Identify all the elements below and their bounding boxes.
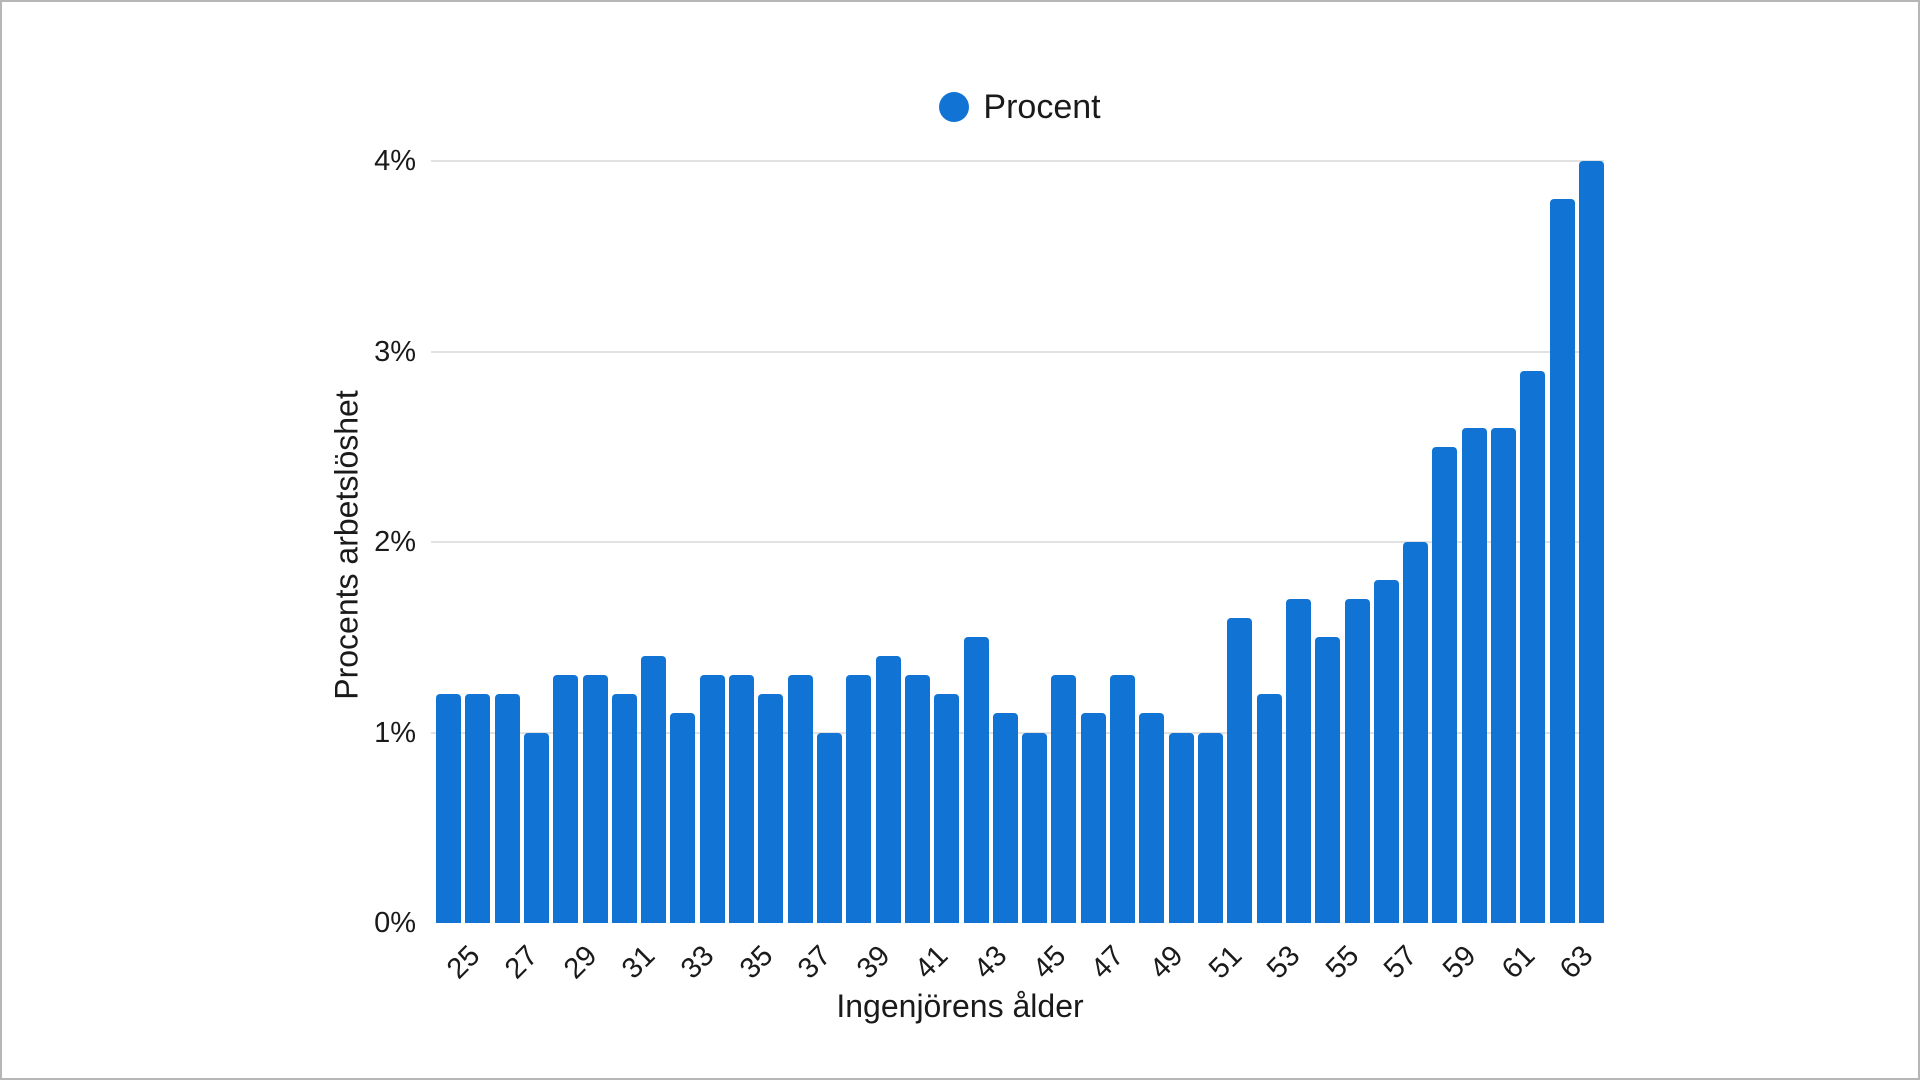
bar-age-46 xyxy=(1051,675,1077,923)
bar-age-38 xyxy=(817,732,842,923)
bar-age-59 xyxy=(1432,446,1458,923)
bar-age-41 xyxy=(904,675,930,923)
bar-age-45 xyxy=(1022,732,1048,923)
bar-age-56 xyxy=(1344,599,1370,923)
bar-age-33 xyxy=(670,713,696,923)
bar-age-31 xyxy=(611,694,637,923)
x-tick-49: 49 xyxy=(1143,939,1190,986)
bar-age-64 xyxy=(1579,161,1604,923)
bar-age-25 xyxy=(436,694,461,923)
bar-age-34 xyxy=(699,675,725,923)
bar-age-37 xyxy=(787,675,813,923)
gridline-3% xyxy=(431,350,1604,353)
bar-age-49 xyxy=(1139,713,1165,923)
bar-age-60 xyxy=(1461,427,1487,923)
gridline-4% xyxy=(431,160,1604,162)
x-tick-47: 47 xyxy=(1085,939,1131,986)
plot-area xyxy=(431,160,1604,923)
bar-age-57 xyxy=(1373,580,1399,923)
x-tick-53: 53 xyxy=(1261,939,1307,986)
bar-age-35 xyxy=(729,675,755,923)
bar-age-61 xyxy=(1491,427,1517,923)
x-tick-63: 63 xyxy=(1554,939,1600,986)
x-tick-55: 55 xyxy=(1319,939,1366,986)
x-tick-51: 51 xyxy=(1202,939,1248,986)
bar-age-55 xyxy=(1315,637,1341,923)
bar-age-53 xyxy=(1256,694,1282,923)
x-tick-41: 41 xyxy=(909,939,955,986)
gridline-2% xyxy=(431,541,1604,543)
bar-age-28 xyxy=(523,732,549,923)
x-tick-43: 43 xyxy=(967,939,1014,986)
x-tick-61: 61 xyxy=(1495,939,1541,986)
bar-age-29 xyxy=(553,675,579,923)
x-axis-title: Ingenjörens ålder xyxy=(836,988,1084,1024)
bar-age-39 xyxy=(846,675,872,923)
bar-age-58 xyxy=(1403,542,1429,923)
bar-age-62 xyxy=(1520,370,1546,923)
bar-age-40 xyxy=(875,656,901,923)
bar-age-47 xyxy=(1080,713,1106,923)
bar-age-52 xyxy=(1227,618,1253,923)
x-tick-45: 45 xyxy=(1026,939,1072,986)
legend-label: Procent xyxy=(983,88,1101,126)
bar-age-54 xyxy=(1285,599,1311,923)
x-tick-25: 25 xyxy=(440,939,486,986)
legend-marker-icon xyxy=(939,92,970,122)
x-tick-33: 33 xyxy=(674,939,721,986)
x-tick-39: 39 xyxy=(850,939,897,986)
bar-age-36 xyxy=(758,694,784,923)
bar-age-50 xyxy=(1168,732,1194,923)
bar-age-26 xyxy=(465,694,491,923)
bar-age-48 xyxy=(1110,675,1136,923)
x-tick-37: 37 xyxy=(792,939,838,986)
bar-age-27 xyxy=(494,694,520,923)
bar-age-44 xyxy=(992,713,1018,923)
y-tick-0%: 0% xyxy=(374,907,416,939)
bar-age-51 xyxy=(1198,732,1223,923)
legend: Procent xyxy=(436,88,1604,126)
bar-age-30 xyxy=(582,675,608,923)
bar-age-42 xyxy=(934,694,960,923)
x-tick-27: 27 xyxy=(499,939,545,986)
y-tick-1%: 1% xyxy=(374,716,416,749)
x-tick-59: 59 xyxy=(1436,939,1483,986)
x-tick-57: 57 xyxy=(1378,939,1424,986)
bar-age-43 xyxy=(963,637,989,923)
y-tick-3%: 3% xyxy=(374,335,416,368)
bar-age-32 xyxy=(641,656,667,923)
bar-age-63 xyxy=(1549,199,1575,923)
y-tick-4%: 4% xyxy=(374,145,416,177)
x-tick-31: 31 xyxy=(616,939,662,986)
x-tick-29: 29 xyxy=(557,939,604,986)
x-tick-35: 35 xyxy=(733,939,779,986)
y-tick-2%: 2% xyxy=(374,526,416,558)
